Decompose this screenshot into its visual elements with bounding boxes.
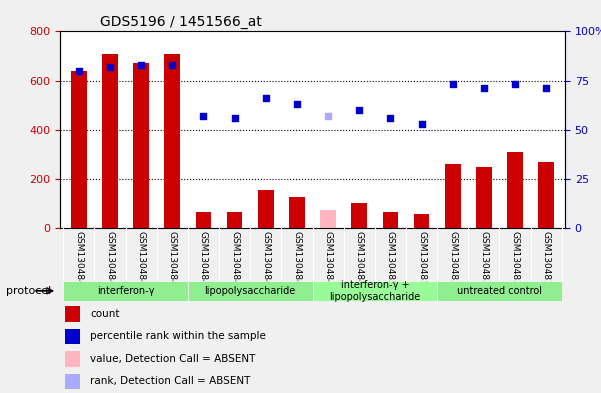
Point bbox=[74, 68, 84, 74]
Bar bbox=[102, 53, 118, 228]
Bar bbox=[320, 209, 336, 228]
Text: GSM1304848: GSM1304848 bbox=[323, 231, 332, 291]
Bar bbox=[538, 162, 554, 228]
Bar bbox=[352, 204, 367, 228]
Text: GSM1304845: GSM1304845 bbox=[230, 231, 239, 291]
Text: GSM1304844: GSM1304844 bbox=[199, 231, 208, 291]
Text: GSM1304836: GSM1304836 bbox=[448, 231, 457, 291]
Bar bbox=[65, 329, 81, 344]
Point bbox=[542, 85, 551, 92]
Text: GSM1304840: GSM1304840 bbox=[75, 231, 84, 291]
Text: rank, Detection Call = ABSENT: rank, Detection Call = ABSENT bbox=[90, 376, 251, 386]
Bar bbox=[476, 167, 492, 228]
Bar bbox=[71, 71, 87, 228]
FancyBboxPatch shape bbox=[313, 281, 437, 301]
Point bbox=[416, 121, 426, 127]
Text: GSM1304837: GSM1304837 bbox=[480, 231, 489, 291]
Text: GSM1304843: GSM1304843 bbox=[168, 231, 177, 291]
Bar bbox=[65, 373, 81, 389]
Bar bbox=[289, 197, 305, 228]
Bar bbox=[65, 351, 81, 367]
Text: count: count bbox=[90, 309, 120, 319]
FancyBboxPatch shape bbox=[63, 281, 188, 301]
Point bbox=[479, 85, 489, 92]
Point bbox=[355, 107, 364, 113]
Text: interferon-γ +
lipopolysaccharide: interferon-γ + lipopolysaccharide bbox=[329, 280, 421, 301]
Text: interferon-γ: interferon-γ bbox=[97, 286, 154, 296]
Text: GSM1304850: GSM1304850 bbox=[386, 231, 395, 291]
Text: GSM1304846: GSM1304846 bbox=[261, 231, 270, 291]
Bar bbox=[65, 306, 81, 321]
Bar bbox=[445, 164, 460, 228]
Text: lipopolysaccharide: lipopolysaccharide bbox=[204, 286, 296, 296]
Bar bbox=[196, 212, 211, 228]
Point bbox=[105, 64, 115, 70]
Bar bbox=[507, 152, 523, 228]
Bar bbox=[227, 212, 242, 228]
Text: GDS5196 / 1451566_at: GDS5196 / 1451566_at bbox=[100, 15, 263, 29]
Text: GSM1304851: GSM1304851 bbox=[417, 231, 426, 291]
Bar bbox=[383, 212, 398, 228]
Point bbox=[323, 113, 333, 119]
Bar bbox=[414, 215, 429, 228]
Text: GSM1304849: GSM1304849 bbox=[355, 231, 364, 291]
FancyBboxPatch shape bbox=[437, 281, 562, 301]
Point bbox=[199, 113, 209, 119]
Point bbox=[230, 115, 239, 121]
Text: GSM1304841: GSM1304841 bbox=[105, 231, 114, 291]
Text: GSM1304847: GSM1304847 bbox=[293, 231, 302, 291]
Text: value, Detection Call = ABSENT: value, Detection Call = ABSENT bbox=[90, 354, 256, 364]
Point bbox=[261, 95, 270, 101]
Point bbox=[292, 101, 302, 107]
Point bbox=[168, 62, 177, 68]
Text: GSM1304838: GSM1304838 bbox=[511, 231, 520, 291]
Text: untreated control: untreated control bbox=[457, 286, 542, 296]
Point bbox=[136, 62, 146, 68]
Bar bbox=[133, 63, 149, 228]
Bar bbox=[258, 190, 273, 228]
Point bbox=[510, 81, 520, 88]
Text: GSM1304839: GSM1304839 bbox=[542, 231, 551, 291]
Bar bbox=[165, 53, 180, 228]
Point bbox=[386, 115, 395, 121]
Text: percentile rank within the sample: percentile rank within the sample bbox=[90, 331, 266, 342]
FancyBboxPatch shape bbox=[188, 281, 313, 301]
Text: protocol: protocol bbox=[6, 286, 51, 296]
Text: GSM1304842: GSM1304842 bbox=[136, 231, 145, 291]
Point bbox=[448, 81, 457, 88]
